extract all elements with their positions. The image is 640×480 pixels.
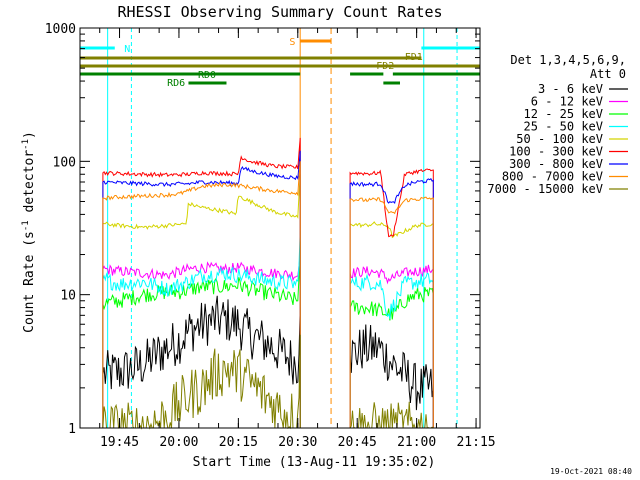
legend-label: 3 - 6 keV xyxy=(538,82,603,96)
flag-label-s: S xyxy=(289,37,295,48)
series-line-6-12-kev-seg1 xyxy=(349,264,434,428)
y-tick-label: 1000 xyxy=(45,22,76,37)
y-axis-label-sup2: -1 xyxy=(21,139,31,150)
x-tick-label: 19:45 xyxy=(100,435,139,450)
series-line-800-7000-kev-seg0 xyxy=(102,161,301,428)
y-axis-label-mid: detector xyxy=(22,150,37,221)
x-tick-label: 20:15 xyxy=(219,435,258,450)
flag-label-n: N xyxy=(124,44,130,55)
series-line-7000-15000-kev-seg0 xyxy=(102,334,301,430)
legend-label: 800 - 7000 keV xyxy=(502,170,603,184)
chart-title: RHESSI Observing Summary Count Rates xyxy=(117,3,442,21)
x-tick-label: 20:45 xyxy=(338,435,377,450)
x-tick-label: 20:30 xyxy=(278,435,317,450)
y-axis-label: Count Rate (s-1 detector-1) xyxy=(21,131,37,333)
y-axis-label-main: Count Rate (s xyxy=(22,231,37,333)
y-axis-label-end: ) xyxy=(22,131,37,139)
y-tick-label: 100 xyxy=(53,155,76,170)
flag-label-fd1: FD1 xyxy=(405,52,423,63)
y-axis-label-sup1: -1 xyxy=(21,220,31,231)
series-line-50-100-kev-seg1 xyxy=(349,221,434,428)
series-line-300-800-kev-seg1 xyxy=(349,178,434,428)
series-line-3-6-kev-seg0 xyxy=(102,295,301,428)
y-tick-label: 10 xyxy=(60,289,76,304)
series-line-25-50-kev-seg1 xyxy=(349,272,434,428)
flag-label-rd0: RD0 xyxy=(198,70,216,81)
series-line-3-6-kev-seg1 xyxy=(349,324,434,428)
x-tick-label: 21:00 xyxy=(397,435,436,450)
series-line-100-300-kev-seg0 xyxy=(102,137,301,428)
legend-label: 100 - 300 keV xyxy=(509,145,603,159)
series-line-25-50-kev-seg0 xyxy=(102,231,301,428)
series-line-7000-15000-kev-seg1 xyxy=(349,401,434,429)
x-axis-label: Start Time (13-Aug-11 19:35:02) xyxy=(193,455,436,470)
series-line-100-300-kev-seg1 xyxy=(349,168,434,428)
legend-label: 300 - 800 keV xyxy=(509,157,603,171)
series-layer xyxy=(102,137,434,430)
series-line-300-800-kev-seg0 xyxy=(102,150,301,428)
series-line-12-25-kev-seg0 xyxy=(102,241,301,428)
x-tick-label: 20:00 xyxy=(159,435,198,450)
y-tick-label: 1 xyxy=(68,422,76,437)
legend-header-attenuator: Att 0 xyxy=(590,67,626,81)
series-line-800-7000-kev-seg1 xyxy=(349,196,434,428)
legend-label: 12 - 25 keV xyxy=(524,107,603,121)
legend-header-detectors: Det 1,3,4,5,6,9, xyxy=(510,53,626,67)
plot-frame xyxy=(79,27,481,429)
legend-label: 50 - 100 keV xyxy=(516,132,603,146)
instrument-flags: N S FD1 FD2 RD0 RD6 xyxy=(80,28,480,428)
legend-label: 7000 - 15000 keV xyxy=(487,182,603,196)
series-line-6-12-kev-seg0 xyxy=(102,254,301,428)
plot-axes: 1 10 100 1000 19:45 20:00 20:15 20:30 20:45 21:00… xyxy=(45,22,496,450)
flag-label-rd6: RD6 xyxy=(167,78,185,89)
series-line-50-100-kev-seg0 xyxy=(102,174,301,428)
timestamp: 19-Oct-2021 08:40 xyxy=(550,467,632,476)
x-tick-label: 21:15 xyxy=(456,435,495,450)
legend-label: 25 - 50 keV xyxy=(524,120,603,134)
legend-label: 6 - 12 keV xyxy=(531,95,603,109)
flag-label-fd2: FD2 xyxy=(376,61,394,72)
series-line-12-25-kev-seg1 xyxy=(349,287,434,428)
